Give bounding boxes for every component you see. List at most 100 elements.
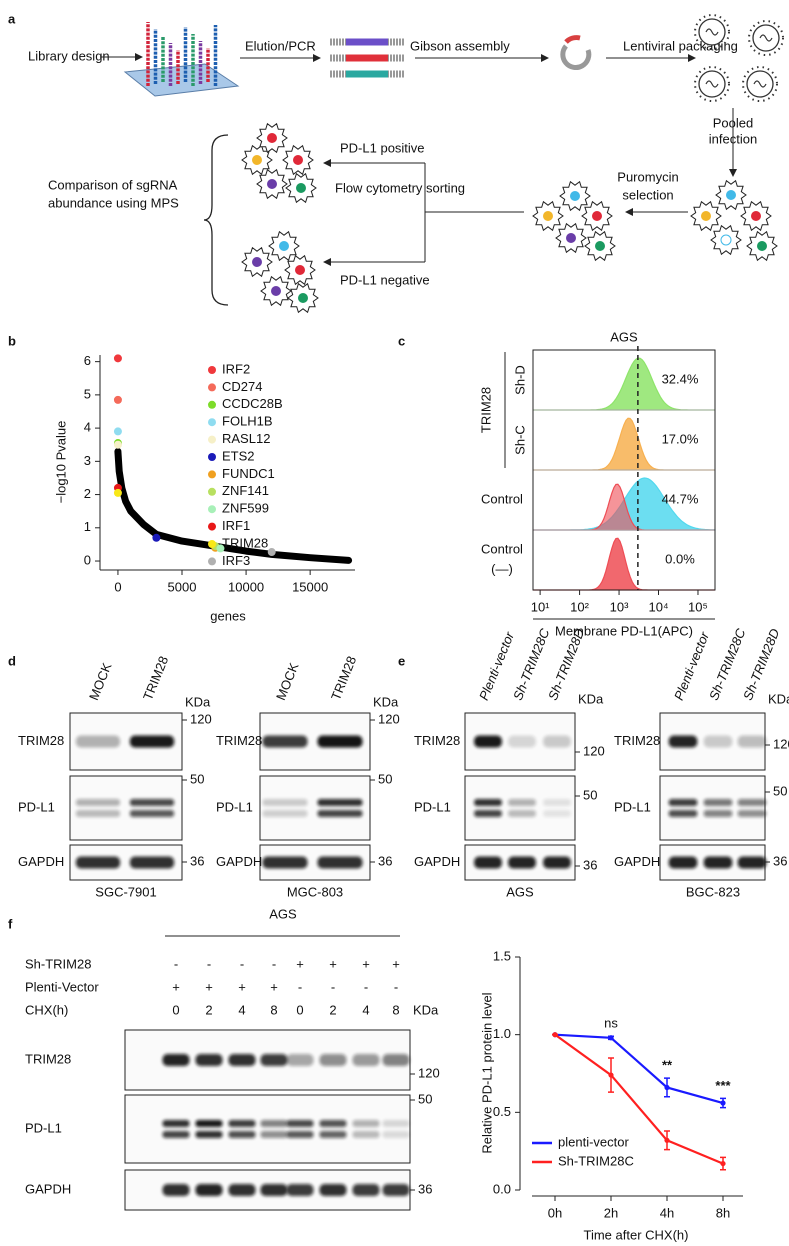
band — [262, 810, 308, 817]
chart-title: AGS — [610, 329, 638, 344]
band — [668, 856, 698, 869]
y-tick-label: 3 — [84, 453, 91, 468]
mw-marker: 120 — [418, 1065, 440, 1080]
condition-sign: - — [207, 956, 211, 971]
percent-label: 44.7% — [662, 491, 699, 506]
unit-label: KDa — [578, 691, 604, 706]
x-axis-label: genes — [210, 608, 246, 623]
point — [267, 548, 276, 557]
virus-spikes — [748, 20, 784, 56]
band — [543, 810, 571, 817]
band — [286, 1120, 314, 1127]
cell-line: SGC-7901 — [95, 884, 156, 899]
band — [129, 799, 175, 806]
chx-time: 0 — [296, 1002, 303, 1017]
point — [113, 354, 122, 363]
point — [664, 1137, 670, 1143]
condition-sign: - — [174, 956, 178, 971]
legend-label: ETS2 — [222, 448, 255, 463]
row-label: TRIM28 — [414, 733, 460, 748]
mw-marker: 50 — [773, 783, 787, 798]
cell-nucleus — [720, 234, 732, 246]
cell-line: AGS — [506, 884, 534, 899]
band — [543, 856, 571, 869]
band — [352, 1054, 380, 1066]
point — [608, 1072, 614, 1078]
label: PD-L1 positive — [340, 140, 425, 155]
band — [703, 810, 733, 817]
band — [319, 1120, 347, 1127]
band — [228, 1184, 256, 1196]
plasmid-insert — [564, 35, 581, 44]
band — [195, 1120, 223, 1127]
row-label: GAPDH — [18, 854, 64, 869]
mw-marker: 50 — [418, 1091, 432, 1106]
band — [228, 1120, 256, 1127]
band — [668, 799, 698, 806]
condition-sign: + — [392, 956, 400, 971]
blot-title: AGS — [269, 906, 297, 921]
band — [260, 1131, 288, 1138]
band — [703, 799, 733, 806]
x-tick-label: 10⁵ — [688, 599, 708, 614]
y-tick-label: 1 — [84, 519, 91, 534]
row-label: TRIM28 — [18, 733, 64, 748]
panel-label: a — [8, 11, 16, 26]
label: Puromycin — [617, 169, 678, 184]
band — [162, 1184, 190, 1196]
y-tick-label: 2 — [84, 486, 91, 501]
point — [664, 1084, 670, 1091]
cell-nucleus — [293, 155, 303, 165]
band — [737, 856, 767, 869]
band — [382, 1184, 410, 1196]
condition-sign: - — [240, 956, 244, 971]
label: PD-L1 negative — [340, 272, 430, 287]
cell-nucleus — [595, 241, 605, 251]
condition-sign: + — [172, 979, 180, 994]
percent-label: 0.0% — [665, 551, 695, 566]
blot-box — [69, 775, 183, 841]
virus-genome — [705, 80, 719, 88]
legend-label: FUNDC1 — [222, 466, 275, 481]
percent-label: 17.0% — [662, 431, 699, 446]
band — [543, 735, 571, 748]
y-tick-label: 4 — [84, 420, 91, 435]
band — [129, 735, 175, 748]
x-tick-label: 15000 — [292, 579, 328, 594]
band — [508, 810, 536, 817]
row-label: Sh-C — [512, 425, 527, 455]
cell-nucleus — [252, 155, 262, 165]
condition-sign: - — [394, 979, 398, 994]
legend-label: FOLH1B — [222, 414, 273, 429]
x-tick-label: 10⁴ — [648, 599, 668, 614]
lane-label: Plenti-vector — [476, 629, 517, 702]
series-line — [554, 1033, 724, 1165]
legend-swatch — [208, 540, 216, 548]
band — [319, 1184, 347, 1196]
band — [228, 1054, 256, 1066]
mw-marker: 120 — [583, 743, 605, 758]
legend-label: RASL12 — [222, 431, 270, 446]
label: Library design — [28, 48, 110, 63]
panel-label: d — [8, 653, 16, 668]
cell-nucleus — [279, 241, 289, 251]
percent-label: 32.4% — [662, 371, 699, 386]
unit-label: KDa — [185, 694, 211, 709]
unit-label: KDa — [413, 1002, 439, 1017]
cell-nucleus — [267, 133, 277, 143]
cell-line: MGC-803 — [287, 884, 343, 899]
label: selection — [622, 187, 673, 202]
mw-marker: 120 — [773, 736, 789, 751]
band — [162, 1120, 190, 1127]
row-label: GAPDH — [216, 854, 262, 869]
chx-time: 8 — [392, 1002, 399, 1017]
band — [474, 856, 502, 869]
label: Elution/PCR — [245, 38, 316, 53]
condition-sign: + — [296, 956, 304, 971]
cell-nucleus — [701, 211, 711, 221]
legend-swatch — [208, 418, 216, 427]
legend-swatch — [208, 435, 216, 444]
legend-label: Sh-TRIM28C — [558, 1153, 634, 1168]
condition-label: CHX(h) — [25, 1002, 68, 1017]
chx-time: 8 — [270, 1002, 277, 1017]
